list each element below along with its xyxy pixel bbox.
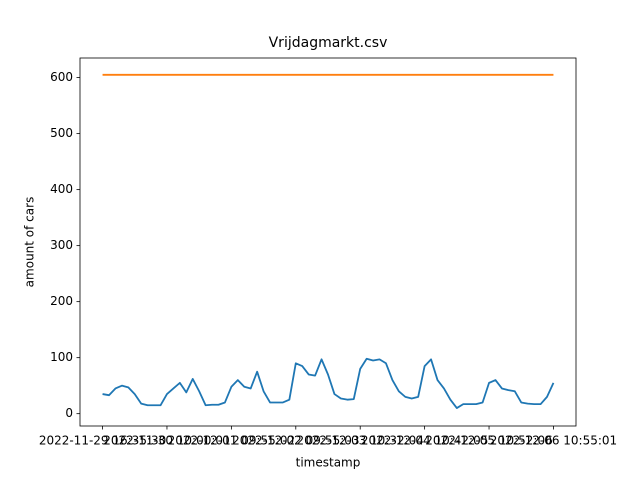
y-tick-label: 0 bbox=[65, 406, 73, 420]
x-tick-label: 2022-12-06 10:55:01 bbox=[490, 434, 617, 448]
plot-frame bbox=[79, 57, 577, 427]
y-tick-label: 500 bbox=[50, 126, 73, 140]
x-tick-label: 2022-12-02 09:55:03 bbox=[232, 434, 359, 448]
y-axis-label: amount of cars bbox=[23, 197, 37, 288]
chart-title: Vrijdagmarkt.csv bbox=[269, 35, 388, 51]
y-tick-label: 200 bbox=[50, 294, 73, 308]
y-tick-label: 300 bbox=[50, 238, 73, 252]
x-tick-label: 2022-12-04 10:42:05 bbox=[361, 434, 488, 448]
y-tick-label: 400 bbox=[50, 182, 73, 196]
data-line bbox=[102, 357, 555, 409]
x-tick-label: 2022-11-30 10:00:01 bbox=[103, 434, 230, 448]
x-axis-label: timestamp bbox=[296, 456, 361, 470]
x-tick-label: 2022-12-03 10:32:04 bbox=[296, 434, 423, 448]
y-tick-label: 100 bbox=[50, 350, 73, 364]
y-tick-label: 600 bbox=[50, 70, 73, 84]
x-tick-label: 2022-12-05 10:52:06 bbox=[425, 434, 552, 448]
x-tick-label: 2022-12-01 09:55:02 bbox=[168, 434, 295, 448]
x-tick-label: 2022-11-29 16:35:30 bbox=[39, 434, 166, 448]
